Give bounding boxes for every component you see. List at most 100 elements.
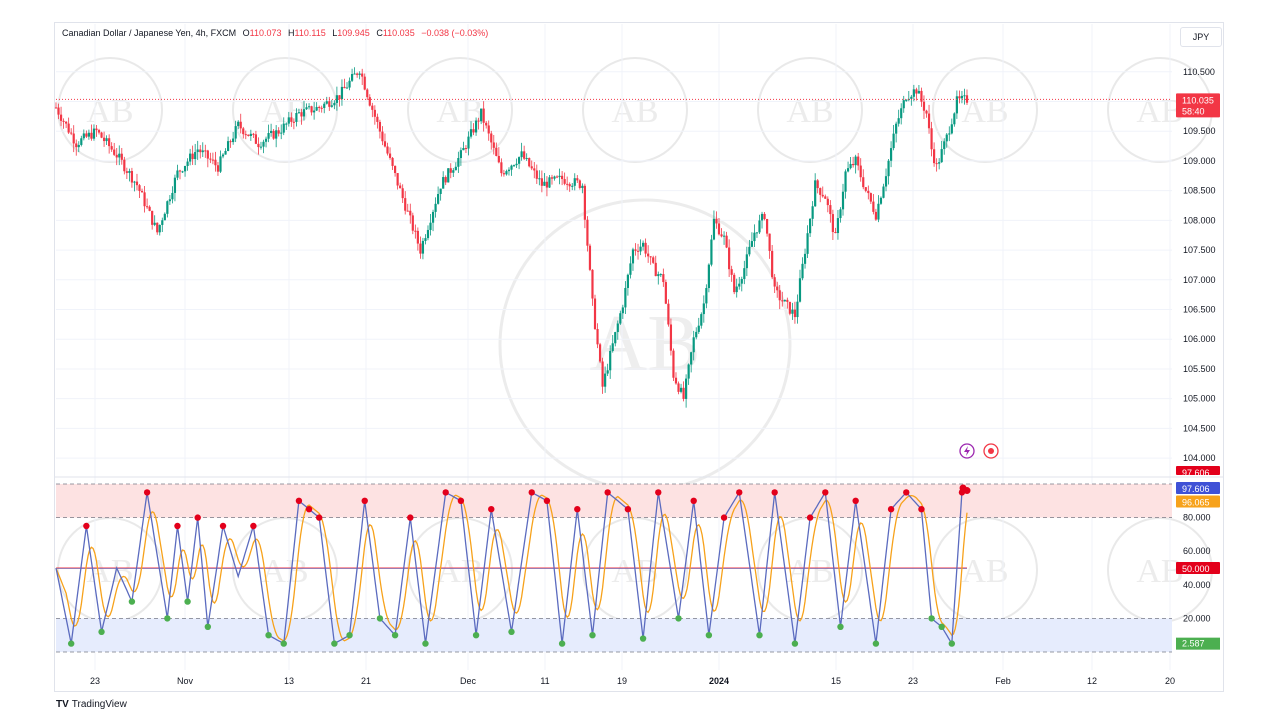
- candle-body: [803, 253, 807, 264]
- chart-frame: [54, 22, 1224, 692]
- candle-body: [125, 171, 128, 173]
- candle-body: [457, 158, 460, 167]
- candle-body: [538, 178, 541, 180]
- candle-body: [82, 133, 85, 139]
- candle-body: [869, 193, 872, 202]
- lightning-glyph-icon: [964, 446, 970, 456]
- overbought-marker: [442, 489, 449, 496]
- candle-body: [206, 150, 209, 159]
- candle-body: [480, 108, 483, 122]
- oversold-marker: [391, 632, 399, 639]
- candle-body: [743, 268, 746, 280]
- candle-body: [485, 122, 488, 126]
- candle-body: [318, 106, 321, 108]
- candle-body: [591, 269, 594, 299]
- candle-body: [404, 198, 407, 211]
- candle-body: [148, 206, 151, 211]
- candle-body: [664, 282, 667, 304]
- candle-body: [70, 132, 73, 134]
- candle-body: [474, 120, 478, 133]
- candle-body: [128, 171, 131, 173]
- candle-body: [90, 132, 93, 139]
- candle-body: [836, 218, 840, 234]
- candle-body: [958, 96, 961, 99]
- candle-body: [500, 162, 503, 174]
- candle-body: [578, 180, 581, 188]
- candle-body: [194, 152, 197, 160]
- oversold-marker: [265, 632, 272, 639]
- candle-body: [783, 299, 786, 302]
- candle-body: [568, 184, 571, 187]
- price-tick-label: 110.500: [1183, 67, 1215, 77]
- time-axis[interactable]: 23 Nov 13 21 Dec 11 19 2024 15 23 Feb 12 20: [90, 676, 1175, 686]
- price-tick-label: 109.000: [1183, 156, 1216, 166]
- candle-body: [232, 138, 235, 143]
- alert-icons[interactable]: [959, 443, 999, 459]
- candle-body: [434, 203, 437, 212]
- low-label: L: [332, 28, 338, 38]
- candle-body: [629, 263, 632, 275]
- candle-body: [257, 143, 260, 148]
- candle-body: [852, 163, 855, 166]
- overbought-marker: [655, 489, 662, 496]
- close-label: C: [376, 28, 383, 38]
- stoch-top-tag-bg: [1176, 466, 1220, 475]
- candle-body: [442, 177, 445, 189]
- tradingview-brand[interactable]: TV TradingView: [56, 699, 127, 710]
- candle-body: [915, 89, 918, 94]
- candle-body: [437, 193, 440, 204]
- candle-body: [264, 138, 268, 142]
- oversold-marker: [184, 598, 191, 605]
- time-tick-label: 13: [284, 676, 294, 686]
- overbought-marker: [852, 497, 859, 504]
- record-alert-icon[interactable]: [983, 443, 999, 459]
- candle-body: [353, 73, 356, 75]
- time-tick-label: 23: [90, 676, 100, 686]
- candle-body: [191, 153, 194, 160]
- last-price-tag-text: 110.035: [1182, 95, 1214, 105]
- candle-body: [495, 147, 498, 156]
- candle-body: [728, 247, 731, 270]
- currency-button[interactable]: JPY: [1180, 27, 1222, 47]
- candle-body: [563, 179, 566, 184]
- candle-body: [634, 249, 637, 251]
- candle-body: [601, 361, 604, 387]
- candle-body: [927, 113, 931, 129]
- candle-body: [75, 143, 78, 148]
- price-axis[interactable]: 110.500110.000109.500109.000108.500108.0…: [1183, 67, 1216, 624]
- candle-body: [710, 239, 713, 265]
- candle-body: [682, 387, 685, 399]
- candle-body: [874, 211, 877, 220]
- candle-body: [897, 118, 900, 124]
- candle-body: [110, 146, 113, 150]
- candle-body: [611, 343, 614, 351]
- candle-body: [196, 149, 199, 153]
- candle-body: [133, 181, 136, 183]
- candle-body: [639, 246, 642, 252]
- candle-body: [786, 299, 789, 302]
- candle-body: [464, 148, 468, 150]
- candle-body: [120, 153, 123, 160]
- candle-body: [507, 169, 511, 172]
- candle-body: [386, 146, 389, 154]
- candle-body: [963, 95, 966, 97]
- candle-body: [328, 101, 331, 107]
- candle-body: [130, 171, 134, 183]
- candle-body: [204, 150, 207, 152]
- watermark-text: AB: [611, 93, 658, 130]
- lightning-alert-icon[interactable]: [959, 443, 975, 459]
- candle-body: [72, 133, 75, 144]
- candle-body: [358, 73, 361, 75]
- candle-body: [631, 249, 635, 264]
- candle-body: [950, 124, 953, 134]
- candle-body: [224, 150, 227, 155]
- candle-body: [356, 73, 359, 75]
- candle-body: [571, 185, 574, 187]
- candle-body: [960, 95, 964, 99]
- candle-body: [462, 148, 465, 151]
- candle-body: [801, 263, 804, 279]
- candle-body: [247, 134, 250, 136]
- candle-body: [239, 121, 242, 129]
